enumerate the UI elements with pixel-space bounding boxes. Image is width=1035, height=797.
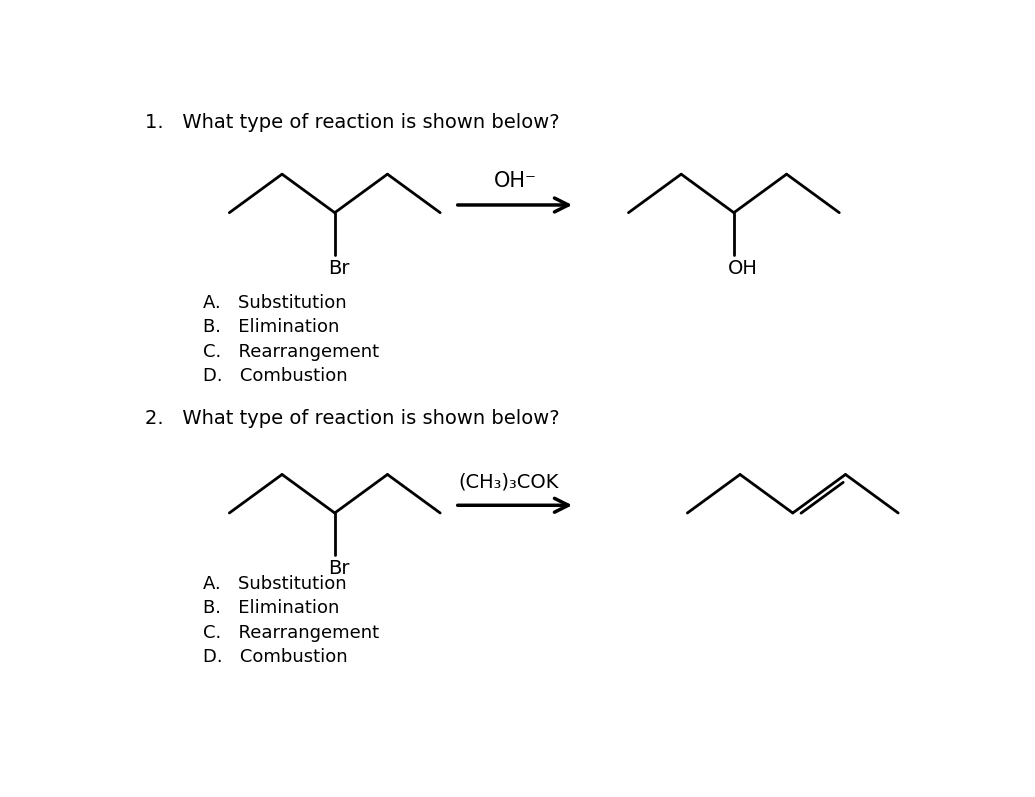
Text: OH: OH: [728, 259, 758, 278]
Text: OH⁻: OH⁻: [494, 171, 536, 191]
Text: B.   Elimination: B. Elimination: [203, 599, 339, 617]
Text: Br: Br: [328, 259, 350, 278]
Text: 1.   What type of reaction is shown below?: 1. What type of reaction is shown below?: [145, 112, 560, 132]
Text: Br: Br: [328, 559, 350, 578]
Text: C.   Rearrangement: C. Rearrangement: [203, 624, 379, 642]
Text: D.   Combustion: D. Combustion: [203, 649, 348, 666]
Text: B.   Elimination: B. Elimination: [203, 318, 339, 336]
Text: A.   Substitution: A. Substitution: [203, 575, 347, 593]
Text: (CH₃)₃COK: (CH₃)₃COK: [459, 473, 559, 492]
Text: D.   Combustion: D. Combustion: [203, 367, 348, 386]
Text: 2.   What type of reaction is shown below?: 2. What type of reaction is shown below?: [145, 409, 560, 428]
Text: C.   Rearrangement: C. Rearrangement: [203, 343, 379, 361]
Text: A.   Substitution: A. Substitution: [203, 293, 347, 312]
